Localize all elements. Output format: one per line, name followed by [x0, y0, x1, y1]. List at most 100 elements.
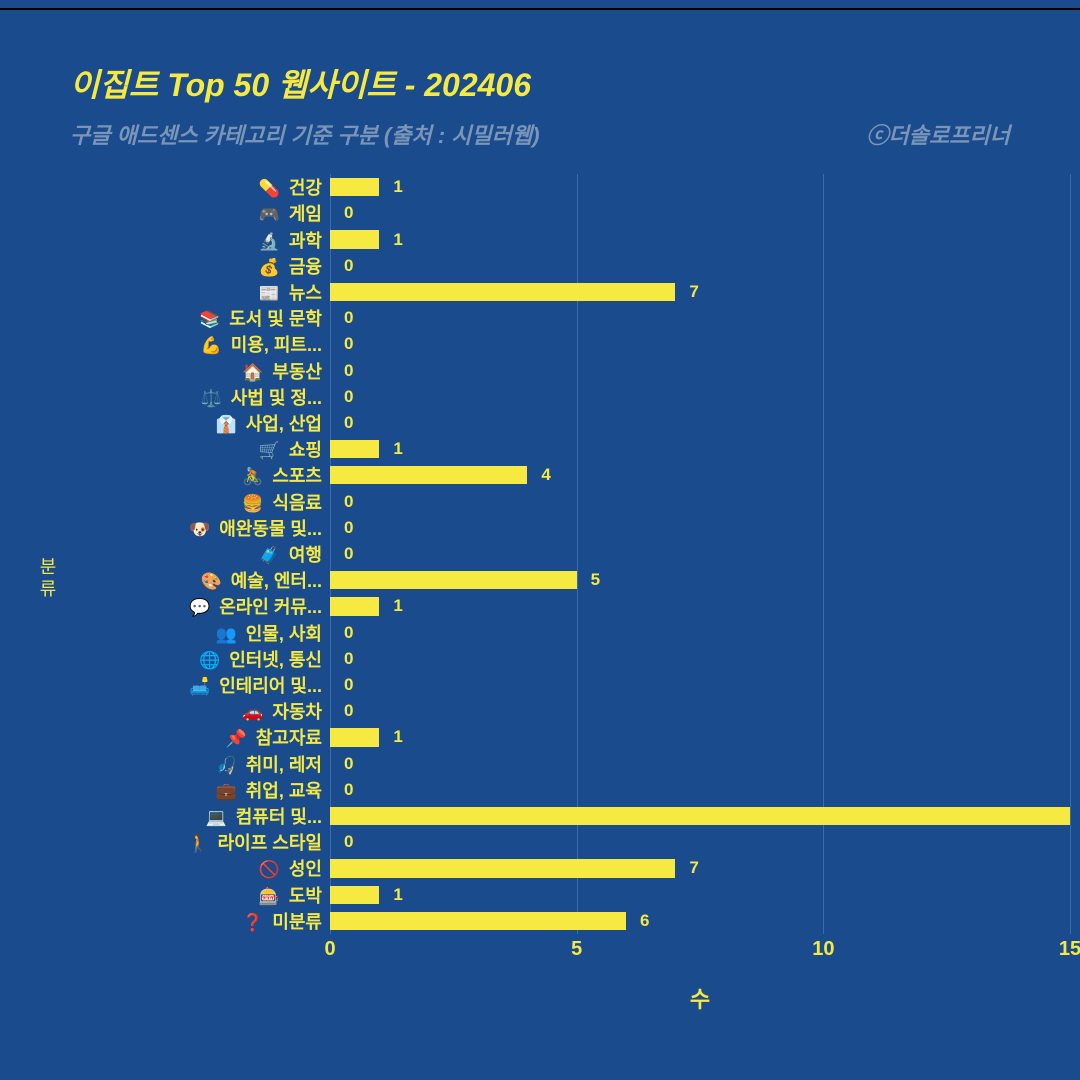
- x-ticks: 051015: [330, 938, 1070, 968]
- category-label: 🎰 도박: [70, 882, 330, 908]
- value-label: 1: [393, 177, 402, 197]
- value-label: 0: [344, 832, 353, 852]
- plot-area: 💊 건강1🎮 게임0🔬 과학1💰 금융0📰 뉴스7📚 도서 및 문학0💪 미용,…: [330, 174, 1070, 934]
- value-label: 0: [344, 701, 353, 721]
- category-label: 🚶 라이프 스타일: [70, 829, 330, 855]
- bar-track: 0: [330, 305, 1070, 331]
- value-label: 0: [344, 544, 353, 564]
- bar-track: 0: [330, 620, 1070, 646]
- category-label: 🚫 성인: [70, 855, 330, 881]
- value-label: 0: [344, 649, 353, 669]
- category-text: 컴퓨터 및...: [231, 807, 322, 827]
- value-label: 6: [640, 911, 649, 931]
- bar-track: 5: [330, 567, 1070, 593]
- bar-track: 0: [330, 488, 1070, 514]
- bar: [330, 230, 379, 248]
- category-label: 🎨 예술, 엔터...: [70, 567, 330, 593]
- bar-row: ❓ 미분류 6: [70, 908, 1070, 934]
- gridline: [1070, 174, 1071, 934]
- category-text: 건강: [284, 178, 322, 198]
- bar-track: 1: [330, 724, 1070, 750]
- bar: [330, 283, 675, 301]
- bar-row: 🚫 성인 7: [70, 855, 1070, 881]
- category-text: 미분류: [267, 912, 322, 932]
- bar-track: 1: [330, 174, 1070, 200]
- category-label: 💊 건강: [70, 174, 330, 200]
- bar-row: 💼 취업, 교육0: [70, 777, 1070, 803]
- category-emoji-icon: 📌: [226, 729, 247, 748]
- category-emoji-icon: 💬: [189, 598, 210, 617]
- bar-track: 15: [330, 803, 1070, 829]
- category-text: 여행: [284, 545, 322, 565]
- category-emoji-icon: 🎮: [259, 205, 280, 224]
- bar-row: 📌 참고자료1: [70, 724, 1070, 750]
- value-label: 0: [344, 623, 353, 643]
- category-text: 취업, 교육: [241, 781, 322, 801]
- bar-track: 1: [330, 436, 1070, 462]
- bar-track: 0: [330, 253, 1070, 279]
- category-text: 인물, 사회: [241, 624, 322, 644]
- category-emoji-icon: ⚖️: [201, 389, 222, 408]
- category-text: 게임: [284, 204, 322, 224]
- bar: [330, 597, 379, 615]
- category-text: 사업, 산업: [241, 414, 322, 434]
- value-label: 0: [344, 518, 353, 538]
- bar-track: 0: [330, 829, 1070, 855]
- category-label: 🧳 여행: [70, 541, 330, 567]
- category-emoji-icon: 🎣: [216, 756, 237, 775]
- bar: [330, 178, 379, 196]
- category-label: 🌐 인터넷, 통신: [70, 646, 330, 672]
- bar-track: 4: [330, 462, 1070, 488]
- bar-track: 0: [330, 672, 1070, 698]
- bar: [330, 886, 379, 904]
- chart-subtitle: 구글 애드센스 카테고리 기준 구분 (출처 : 시밀러웹): [70, 118, 540, 150]
- bar-track: 1: [330, 593, 1070, 619]
- value-label: 0: [344, 675, 353, 695]
- bar-row: 💪 미용, 피트...0: [70, 331, 1070, 357]
- bar: [330, 859, 675, 877]
- category-emoji-icon: 🛋️: [189, 677, 210, 696]
- bar-row: 🏠 부동산0: [70, 357, 1070, 383]
- value-label: 1: [393, 885, 402, 905]
- category-emoji-icon: 🛒: [259, 441, 280, 460]
- bar-row: 💰 금융0: [70, 253, 1070, 279]
- bar: [330, 571, 577, 589]
- bar-track: 0: [330, 331, 1070, 357]
- category-emoji-icon: 🐶: [189, 520, 210, 539]
- bar-row: 🎣 취미, 레저0: [70, 751, 1070, 777]
- bar-track: 0: [330, 777, 1070, 803]
- category-label: 🔬 과학: [70, 227, 330, 253]
- subtitle-row: 구글 애드센스 카테고리 기준 구분 (출처 : 시밀러웹) ⓒ더솔로프리너: [70, 118, 1010, 150]
- category-emoji-icon: 💰: [259, 258, 280, 277]
- category-text: 인터넷, 통신: [224, 650, 322, 670]
- bar: [330, 440, 379, 458]
- category-text: 부동산: [267, 362, 322, 382]
- value-label: 7: [689, 858, 698, 878]
- bar-row: 🎮 게임0: [70, 200, 1070, 226]
- category-emoji-icon: 🚫: [259, 860, 280, 879]
- bar-row: 👔 사업, 산업 0: [70, 410, 1070, 436]
- category-label: 👔 사업, 산업: [70, 410, 330, 436]
- category-text: 도박: [284, 886, 322, 906]
- category-emoji-icon: 👥: [216, 625, 237, 644]
- value-label: 0: [344, 413, 353, 433]
- bar-row: 💊 건강 1: [70, 174, 1070, 200]
- bar: [330, 912, 626, 930]
- category-text: 인테리어 및...: [214, 676, 322, 696]
- value-label: 0: [344, 780, 353, 800]
- category-emoji-icon: 🧳: [259, 546, 280, 565]
- bar-track: 7: [330, 279, 1070, 305]
- bar-track: 7: [330, 855, 1070, 881]
- category-emoji-icon: 🍔: [242, 494, 263, 513]
- chart-credit: ⓒ더솔로프리너: [867, 118, 1010, 150]
- category-label: 📌 참고자료: [70, 724, 330, 750]
- category-label: 🐶 애완동물 및...: [70, 515, 330, 541]
- category-emoji-icon: ❓: [242, 913, 263, 932]
- value-label: 0: [344, 387, 353, 407]
- category-label: 🚴 스포츠: [70, 462, 330, 488]
- category-emoji-icon: 💻: [206, 808, 227, 827]
- value-label: 0: [344, 256, 353, 276]
- category-text: 식음료: [267, 493, 322, 513]
- bar-track: 0: [330, 646, 1070, 672]
- value-label: 0: [344, 492, 353, 512]
